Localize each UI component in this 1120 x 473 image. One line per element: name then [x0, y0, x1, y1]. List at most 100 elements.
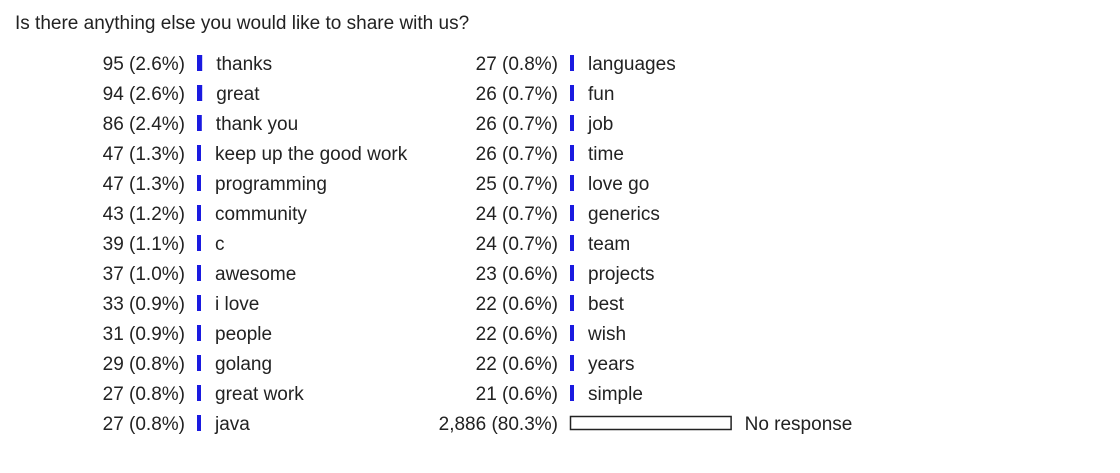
bar [197, 235, 201, 251]
bar-row: 22 (0.6%) best [476, 294, 625, 315]
bar-row: 37 (1.0%) awesome [103, 264, 297, 285]
category-label: programming [215, 174, 327, 195]
value-label: 26 (0.7%) [476, 144, 558, 165]
value-label: 22 (0.6%) [476, 354, 558, 375]
value-label: 27 (0.8%) [476, 54, 558, 75]
bar-row: 23 (0.6%) projects [476, 264, 655, 285]
category-label: years [588, 354, 634, 375]
category-label: projects [588, 264, 655, 285]
bar-row: 27 (0.8%) great work [103, 384, 305, 405]
value-label: 27 (0.8%) [103, 414, 185, 435]
bar-row: 22 (0.6%) wish [476, 324, 626, 345]
bar [197, 175, 201, 191]
category-label: languages [588, 54, 676, 75]
bar-row: 24 (0.7%) generics [476, 204, 660, 225]
bar-row: 33 (0.9%) i love [103, 294, 260, 315]
value-label: 24 (0.7%) [476, 204, 558, 225]
value-label: 22 (0.6%) [476, 294, 558, 315]
category-label: java [214, 414, 250, 435]
bar-row: 21 (0.6%) simple [476, 384, 643, 405]
bar-row: 39 (1.1%) c [103, 234, 225, 255]
bar [570, 235, 574, 251]
value-label: 25 (0.7%) [476, 174, 558, 195]
category-label: No response [745, 414, 853, 435]
category-label: golang [215, 354, 272, 375]
bar-row: 25 (0.7%) love go [476, 174, 650, 195]
category-label: time [588, 144, 624, 165]
value-label: 37 (1.0%) [103, 264, 185, 285]
value-label: 29 (0.8%) [103, 354, 185, 375]
value-label: 33 (0.9%) [103, 294, 185, 315]
bar [570, 295, 574, 311]
bar [570, 355, 574, 371]
value-label: 31 (0.9%) [103, 324, 185, 345]
bar-row: 26 (0.7%) job [476, 114, 614, 135]
value-label: 22 (0.6%) [476, 324, 558, 345]
bar [197, 355, 201, 371]
value-label: 23 (0.6%) [476, 264, 558, 285]
bar-row: 27 (0.8%) languages [476, 54, 676, 75]
category-label: generics [588, 204, 660, 225]
bar [197, 85, 203, 101]
bar-row: 26 (0.7%) time [476, 144, 624, 165]
bar [570, 325, 574, 341]
bar-row: 86 (2.4%) thank you [103, 114, 299, 135]
bar [197, 55, 203, 71]
category-label: wish [587, 324, 626, 345]
bar [197, 415, 201, 431]
bar [569, 415, 732, 431]
category-label: job [587, 114, 613, 135]
bar-row: 22 (0.6%) years [476, 354, 635, 375]
category-label: fun [588, 84, 614, 105]
value-label: 2,886 (80.3%) [439, 414, 558, 435]
category-label: great work [215, 384, 304, 405]
category-label: c [215, 234, 225, 255]
bar [570, 55, 574, 71]
value-label: 26 (0.7%) [476, 84, 558, 105]
bar-row-no-response: 2,886 (80.3%) No response [439, 414, 853, 435]
category-label: awesome [215, 264, 296, 285]
value-label: 95 (2.6%) [103, 54, 185, 75]
value-label: 21 (0.6%) [476, 384, 558, 405]
bar [570, 385, 574, 401]
page-title: Is there anything else you would like to… [15, 13, 470, 34]
bar-row: 26 (0.7%) fun [476, 84, 615, 105]
category-label: simple [588, 384, 643, 405]
bar [570, 85, 574, 101]
category-label: community [215, 204, 307, 225]
bar [197, 145, 201, 161]
value-label: 39 (1.1%) [103, 234, 185, 255]
category-label: people [215, 324, 272, 345]
bar-row: 27 (0.8%) java [103, 414, 251, 435]
category-label: great [216, 84, 260, 105]
bar-row: 29 (0.8%) golang [103, 354, 272, 375]
bar [197, 295, 201, 311]
bar [197, 325, 201, 341]
bar-row: 95 (2.6%) thanks [103, 54, 273, 75]
bar-row: 47 (1.3%) keep up the good work [103, 144, 408, 165]
bar [570, 175, 574, 191]
bar-row: 24 (0.7%) team [476, 234, 631, 255]
category-label: i love [215, 294, 259, 315]
bar [570, 265, 574, 281]
bar [570, 205, 574, 221]
category-label: love go [588, 174, 649, 195]
category-label: keep up the good work [215, 144, 408, 165]
bar-row: 31 (0.9%) people [103, 324, 272, 345]
value-label: 86 (2.4%) [103, 114, 185, 135]
bar [197, 205, 201, 221]
bar [570, 115, 574, 131]
value-label: 27 (0.8%) [103, 384, 185, 405]
bar [197, 115, 202, 131]
value-label: 43 (1.2%) [103, 204, 185, 225]
value-label: 24 (0.7%) [476, 234, 558, 255]
value-label: 94 (2.6%) [103, 84, 185, 105]
bar-row: 43 (1.2%) community [103, 204, 308, 225]
category-label: best [588, 294, 625, 315]
category-label: thank you [216, 114, 298, 135]
bar [197, 385, 201, 401]
bar-row: 94 (2.6%) great [103, 84, 261, 105]
category-label: team [588, 234, 630, 255]
value-label: 47 (1.3%) [103, 144, 185, 165]
